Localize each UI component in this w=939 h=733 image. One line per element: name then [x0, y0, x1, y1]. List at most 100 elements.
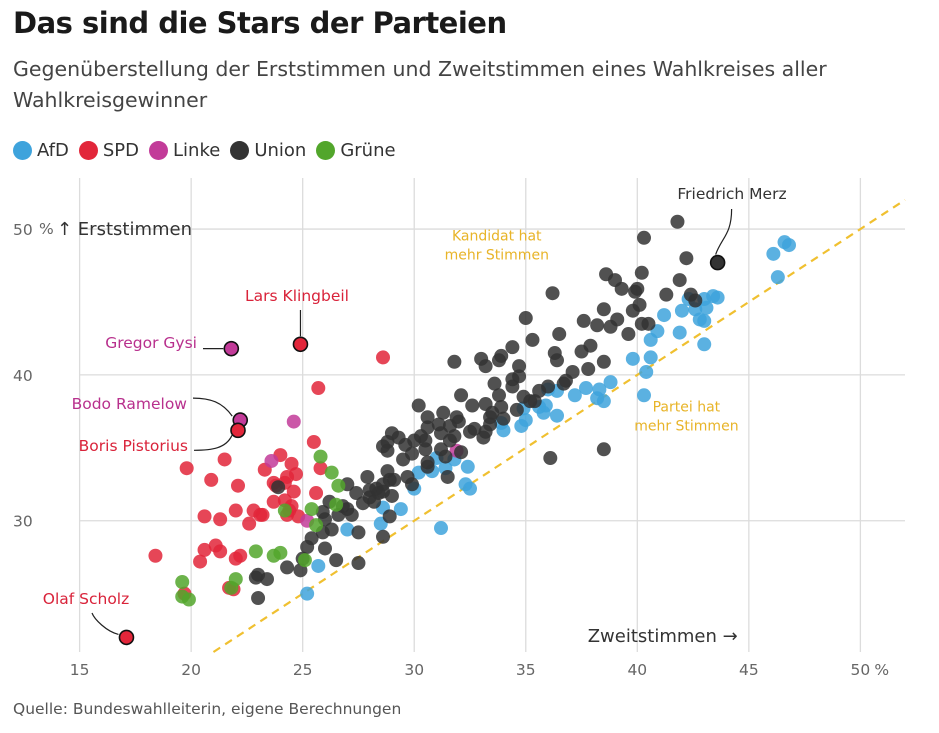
data-point: [637, 230, 651, 245]
data-point: [438, 449, 453, 464]
data-point: [483, 417, 498, 432]
data-point: [576, 313, 591, 328]
data-point: [440, 469, 455, 484]
data-point: [603, 319, 618, 334]
data-point: [670, 214, 685, 229]
data-point: [672, 273, 687, 288]
data-point: [360, 469, 375, 484]
data-point: [523, 394, 538, 409]
legend-item-gruene: Grüne: [316, 139, 396, 161]
data-point: [405, 477, 419, 492]
annotation-label: Boris Pistorius: [79, 437, 188, 455]
data-point: [384, 488, 399, 503]
data-point: [309, 486, 324, 501]
x-tick-label: 25: [293, 661, 313, 679]
data-point: [407, 433, 422, 448]
data-point: [304, 502, 319, 517]
data-point: [487, 376, 502, 391]
legend-item-afd: AfD: [13, 140, 69, 161]
source-note: Quelle: Bundeswahlleiterin, eigene Berec…: [13, 700, 402, 718]
y-tick-label: 40: [13, 367, 33, 385]
data-point: [224, 580, 239, 595]
data-point: [208, 538, 223, 553]
y-tick-label: 30: [13, 513, 33, 531]
data-point: [382, 509, 397, 524]
data-point: [492, 388, 506, 403]
data-point: [318, 541, 332, 556]
data-point: [454, 445, 469, 460]
data-point: [699, 300, 714, 315]
data-point: [396, 452, 411, 467]
x-axis-label: Zweitstimmen →: [588, 626, 738, 647]
data-point: [697, 313, 712, 328]
data-point: [297, 553, 312, 568]
data-point: [550, 353, 564, 368]
legend-dot-spd: [78, 140, 98, 160]
data-point: [567, 388, 582, 403]
data-point: [625, 303, 640, 318]
data-point: [688, 293, 703, 308]
data-point: [659, 287, 674, 302]
data-point: [454, 388, 469, 403]
data-point: [300, 539, 315, 554]
x-tick-label: 30: [404, 661, 424, 679]
data-point: [550, 408, 564, 423]
data-point: [213, 512, 228, 527]
data-point: [536, 405, 551, 420]
legend-label-spd: SPD: [102, 139, 140, 161]
x-tick-label: 15: [70, 661, 90, 679]
data-point: [552, 327, 567, 342]
data-point: [253, 507, 268, 522]
legend-dot-afd: [13, 140, 32, 160]
data-point: [351, 556, 366, 571]
annotation-connector: [193, 435, 233, 451]
legend-label-gruene: Grüne: [340, 139, 396, 161]
highlighted-point: [709, 254, 726, 271]
data-point: [266, 548, 281, 563]
series-grüne: [175, 449, 346, 607]
data-point: [657, 308, 672, 323]
y-unit-label: %: [39, 220, 54, 238]
data-point: [420, 410, 435, 425]
data-point: [340, 522, 355, 537]
data-point: [242, 516, 257, 531]
legend-item-union: Union: [230, 140, 306, 161]
data-point: [697, 337, 712, 352]
x-tick-label: 20: [181, 661, 201, 679]
data-point: [231, 478, 245, 493]
data-point: [496, 423, 511, 438]
data-point: [543, 451, 558, 466]
highlight-friedrich-merz: Friedrich Merz: [677, 185, 787, 271]
legend-item-spd: SPD: [78, 139, 140, 161]
data-point: [204, 472, 219, 487]
data-point: [639, 364, 654, 379]
data-point: [351, 525, 366, 540]
data-point: [300, 586, 315, 601]
data-point: [376, 529, 390, 544]
data-point: [418, 433, 433, 448]
series-afd: [300, 235, 796, 601]
data-point: [264, 453, 279, 468]
data-point: [367, 494, 382, 509]
data-point: [565, 364, 580, 379]
legend-dot-linke: [149, 140, 169, 160]
data-point: [590, 318, 605, 333]
region-label-party: Partei hat mehr Stimmen: [634, 399, 738, 434]
data-point: [672, 325, 687, 340]
data-point: [324, 465, 339, 480]
data-point: [494, 348, 509, 363]
data-point: [614, 281, 629, 296]
series-union: [248, 214, 703, 606]
x-tick-label: 35: [516, 661, 536, 679]
legend-dot-union: [230, 140, 250, 160]
data-point: [179, 461, 194, 476]
data-point: [271, 480, 286, 495]
data-point: [494, 399, 509, 414]
legend-label-afd: AfD: [37, 139, 69, 161]
highlighted-point: [118, 629, 135, 646]
annotation-connector: [91, 612, 119, 635]
reference-line-diagonal: [212, 198, 906, 653]
data-point: [556, 376, 571, 391]
data-point: [476, 430, 491, 445]
